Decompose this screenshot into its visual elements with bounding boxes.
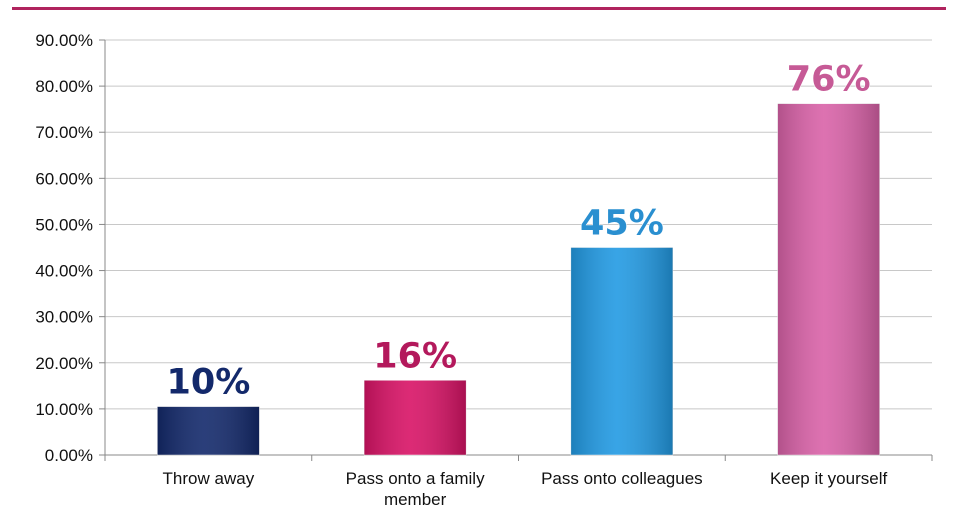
data-label: 16% <box>373 336 457 376</box>
category-label-line: Throw away <box>163 469 255 488</box>
y-tick-label: 10.00% <box>35 400 93 419</box>
data-label: 10% <box>166 363 250 403</box>
bar-shading <box>777 103 880 455</box>
y-tick-label: 50.00% <box>35 215 93 234</box>
bar-shading <box>364 380 467 455</box>
y-tick-label: 40.00% <box>35 262 93 281</box>
data-labels: 10% 16% 45% 76% <box>166 59 871 403</box>
data-label: 45% <box>580 204 664 244</box>
data-label: 76% <box>787 60 871 100</box>
category-label: Pass onto a family member <box>346 469 485 509</box>
category-label-line: Keep it yourself <box>770 469 887 488</box>
category-label-line: member <box>384 490 447 509</box>
y-tick-label: 90.00% <box>35 31 93 50</box>
y-axis-tick-labels: 0.00% 10.00% 20.00% 30.00% 40.00% 50.00% 60.00… <box>35 31 93 465</box>
category-label-line: Pass onto a family <box>346 469 485 488</box>
y-tick-label: 30.00% <box>35 308 93 327</box>
y-tick-label: 70.00% <box>35 123 93 142</box>
y-tick-label: 0.00% <box>45 446 93 465</box>
bar-shading <box>157 406 260 455</box>
y-tick-label: 60.00% <box>35 169 93 188</box>
bar-shading <box>570 247 673 455</box>
bars <box>157 103 880 456</box>
top-accent-rule <box>12 7 946 10</box>
category-label: Throw away <box>163 469 255 488</box>
category-label: Pass onto colleagues <box>541 469 703 488</box>
y-tick-label: 80.00% <box>35 77 93 96</box>
category-label-line: Pass onto colleagues <box>541 469 703 488</box>
y-tick-label: 20.00% <box>35 354 93 373</box>
category-label: Keep it yourself <box>770 469 887 488</box>
